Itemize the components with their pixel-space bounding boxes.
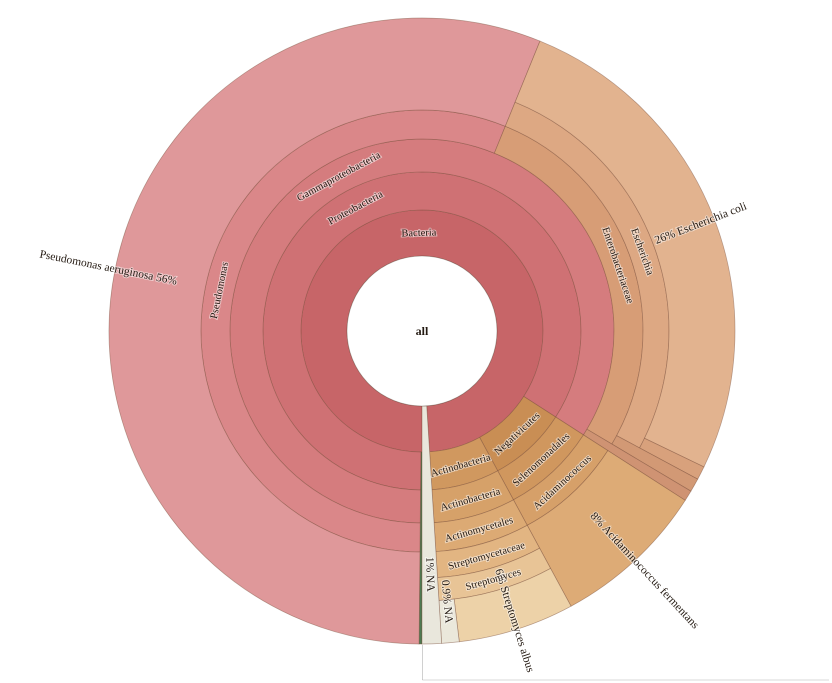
leaf-label-1-na: 1% NA <box>423 557 436 593</box>
root-circle[interactable] <box>346 255 498 407</box>
leaf-label-0-9-na: 0.9% NA <box>439 579 455 624</box>
ring-label-bacteria: Bacteria <box>401 227 437 239</box>
wedge-pseudomonas-aeruginosa[interactable] <box>108 17 541 645</box>
wedge-escherichia-coli[interactable] <box>514 40 736 468</box>
center-label: all <box>416 324 429 338</box>
